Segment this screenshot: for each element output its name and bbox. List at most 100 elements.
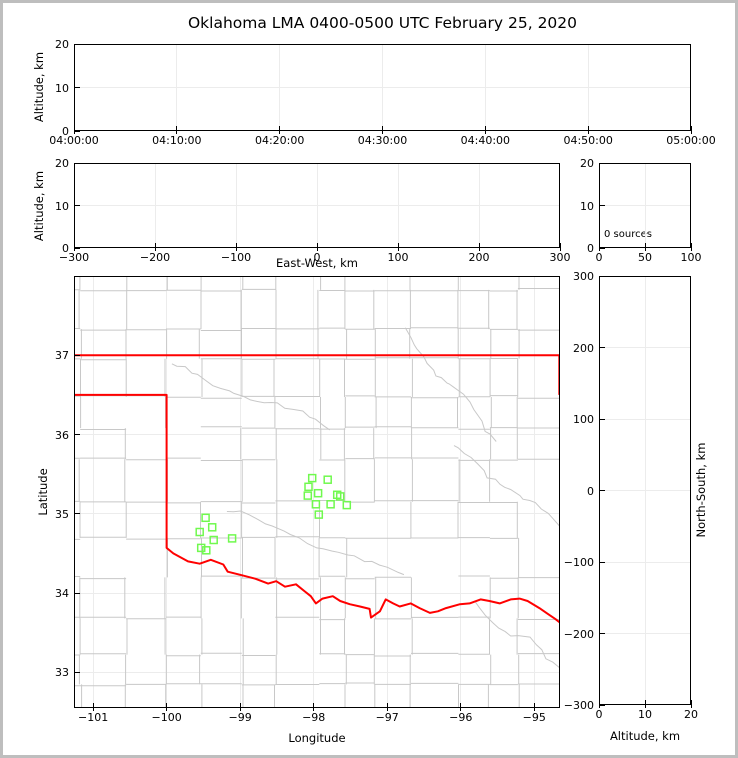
lma-station-marker — [227, 534, 237, 543]
tick-label: −97 — [375, 711, 399, 724]
tick-mark — [600, 275, 605, 277]
tick-mark — [600, 418, 605, 420]
tick-mark — [75, 671, 80, 673]
tick-label: −96 — [449, 711, 473, 724]
tick-label: −300 — [563, 699, 594, 712]
tick-label: −100 — [151, 711, 182, 724]
tick-mark — [600, 561, 605, 563]
county-boundaries — [75, 277, 559, 707]
tick-label: 0 — [62, 242, 69, 255]
tick-mark — [533, 703, 535, 711]
tick-label: 04:30:00 — [357, 134, 408, 147]
tick-label: 300 — [549, 251, 571, 264]
tick-label: −200 — [563, 627, 594, 641]
tick-mark — [235, 243, 237, 251]
lma-station-marker — [326, 500, 335, 509]
tick-mark — [690, 126, 692, 134]
tick-label: 10 — [55, 81, 69, 95]
tick-label: 35 — [55, 507, 69, 521]
lma-station-marker — [202, 546, 211, 555]
lma-station-marker — [196, 543, 206, 553]
tick-label: −95 — [522, 711, 546, 724]
tick-label: 37 — [55, 349, 69, 363]
gridline — [75, 434, 559, 436]
tick-mark — [644, 700, 646, 708]
gridline — [75, 87, 690, 88]
panel-ns-height — [599, 276, 691, 705]
tick-label: 20 — [684, 708, 698, 721]
ylabel-latitude: Latitude — [36, 468, 50, 516]
tick-mark — [75, 43, 80, 45]
tick-mark — [598, 243, 600, 251]
tick-mark — [600, 247, 605, 249]
tick-mark — [600, 490, 605, 491]
gridline — [600, 561, 690, 563]
tick-mark — [316, 243, 318, 251]
tick-label: −200 — [139, 251, 171, 264]
tick-mark — [386, 703, 388, 711]
gridline — [600, 205, 690, 206]
gridline — [75, 513, 559, 515]
tick-label: 100 — [680, 251, 702, 264]
tick-mark — [690, 700, 692, 708]
tick-mark — [600, 162, 605, 164]
gridline — [600, 490, 690, 491]
tick-mark — [75, 87, 80, 88]
tick-label: 34 — [55, 587, 69, 601]
tick-mark — [154, 243, 156, 251]
tick-label: 10 — [638, 708, 652, 721]
gridline — [386, 277, 388, 707]
gridline — [600, 418, 690, 420]
gridline — [600, 633, 690, 634]
tick-mark — [75, 162, 80, 164]
tick-mark — [313, 703, 315, 711]
gridline — [460, 277, 462, 707]
tick-mark — [75, 130, 80, 132]
tick-label: 0 — [595, 251, 603, 264]
tick-label: 0 — [62, 125, 69, 138]
river-lines — [171, 327, 559, 668]
lma-station-marker — [195, 527, 204, 537]
tick-mark — [75, 205, 80, 206]
tick-mark — [239, 703, 241, 711]
state-border-texas-border — [75, 393, 559, 624]
lma-station-marker — [313, 488, 323, 498]
tick-mark — [397, 243, 399, 251]
tick-label: 50 — [638, 251, 652, 264]
tick-label: 33 — [55, 666, 69, 680]
tick-mark — [92, 703, 94, 711]
tick-label: 0 — [587, 242, 594, 255]
oklahoma-map — [75, 277, 559, 707]
page-title: Oklahoma LMA 0400-0500 UTC February 25, … — [187, 14, 578, 32]
gridline — [600, 347, 690, 348]
tick-label: 100 — [573, 413, 594, 426]
tick-label: 10 — [580, 199, 594, 213]
tick-mark — [73, 243, 75, 251]
lma-station-marker — [303, 491, 313, 500]
tick-mark — [75, 592, 80, 594]
tick-mark — [75, 354, 80, 356]
tick-mark — [382, 126, 383, 134]
tick-mark — [600, 633, 605, 634]
tick-mark — [75, 434, 80, 436]
xlabel-east-west: East-West, km — [276, 256, 358, 270]
tick-label: −101 — [78, 711, 109, 724]
tick-mark — [75, 247, 80, 249]
tick-mark — [559, 243, 561, 251]
tick-mark — [484, 126, 486, 134]
tick-label: 200 — [573, 341, 594, 355]
tick-mark — [279, 126, 281, 134]
tick-label: 10 — [55, 199, 69, 213]
tick-label: −100 — [220, 251, 252, 264]
lma-station-marker — [201, 513, 210, 523]
tick-mark — [690, 243, 692, 251]
tick-label: 20 — [55, 157, 69, 170]
gridline — [92, 277, 94, 707]
tick-mark — [644, 243, 646, 251]
tick-label: 36 — [55, 428, 69, 442]
lma-station-marker — [311, 500, 321, 509]
panel-alt-histogram — [599, 163, 691, 248]
tick-label: 0 — [595, 708, 603, 721]
xlabel-longitude: Longitude — [288, 731, 346, 745]
tick-label: 300 — [573, 270, 594, 283]
